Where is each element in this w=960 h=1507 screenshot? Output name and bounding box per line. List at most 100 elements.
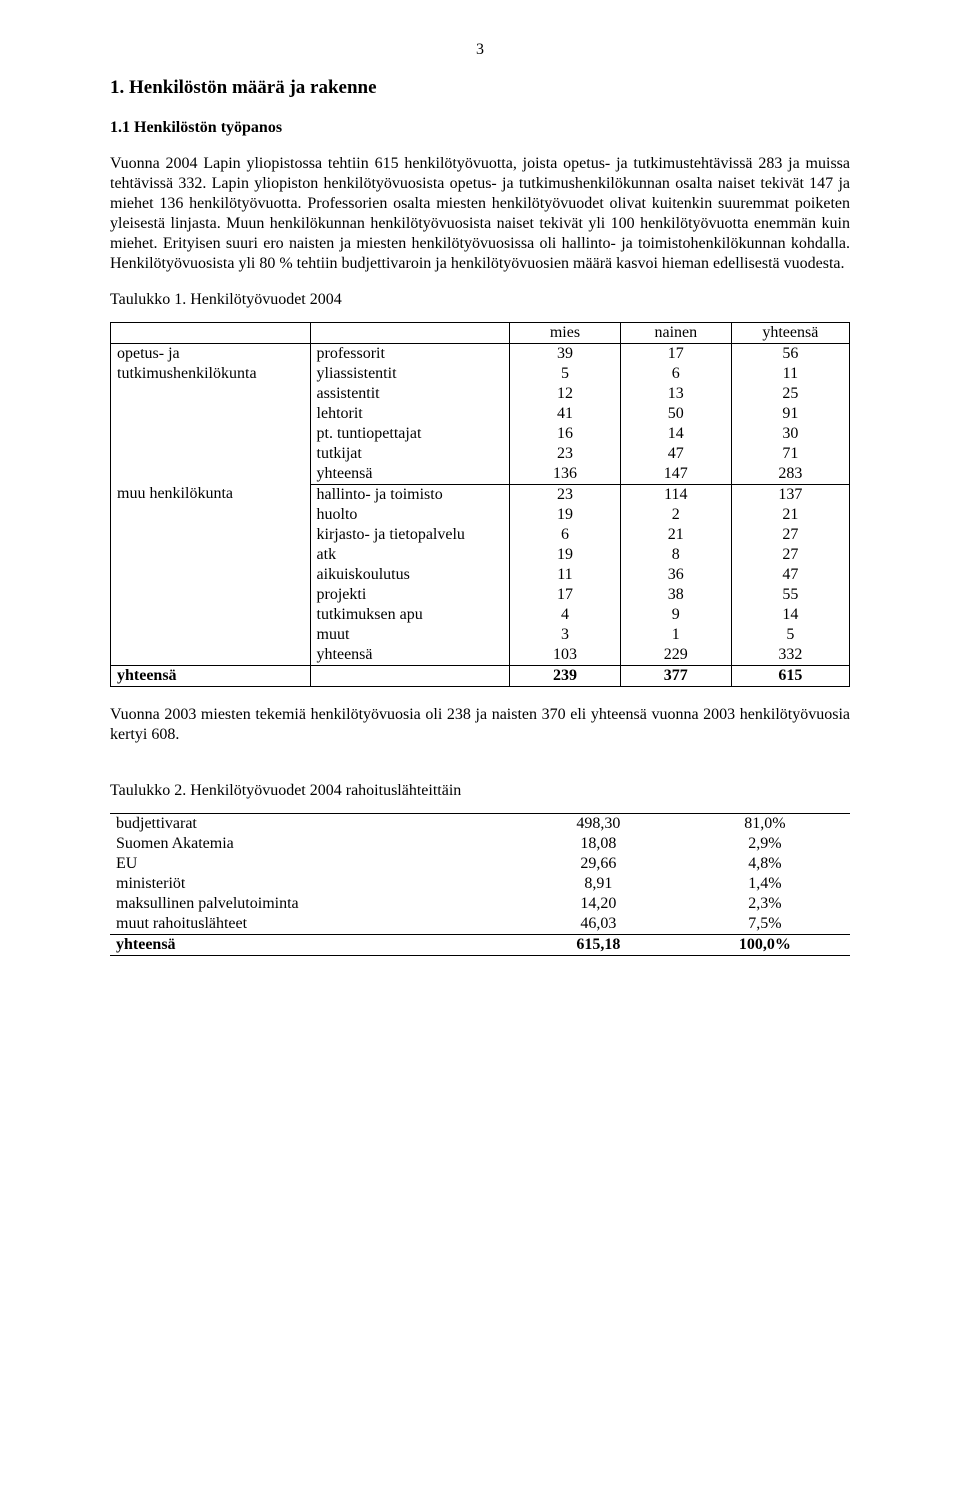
row-label: pt. tuntiopettajat xyxy=(310,424,510,444)
cell: 8,91 xyxy=(517,874,680,894)
row-label: tutkijat xyxy=(310,444,510,464)
cell: 114 xyxy=(620,484,731,505)
row-label: projekti xyxy=(310,585,510,605)
row-label: yhteensä xyxy=(310,464,510,485)
cell: 9 xyxy=(620,605,731,625)
cell: 47 xyxy=(620,444,731,464)
row-label: budjettivarat xyxy=(110,813,517,834)
cell: 30 xyxy=(731,424,849,444)
row-label: huolto xyxy=(310,505,510,525)
table-total-row: yhteensä 239 377 615 xyxy=(111,665,850,686)
cell: 6 xyxy=(620,364,731,384)
body-paragraph-1: Vuonna 2004 Lapin yliopistossa tehtiin 6… xyxy=(110,154,850,274)
table-2-caption: Taulukko 2. Henkilötyövuodet 2004 rahoit… xyxy=(110,781,850,801)
cell: 16 xyxy=(510,424,621,444)
cell: 2 xyxy=(620,505,731,525)
cell: 1 xyxy=(620,625,731,645)
cell: 13 xyxy=(620,384,731,404)
table-1-caption: Taulukko 1. Henkilötyövuodet 2004 xyxy=(110,290,850,310)
table-row: EU 29,66 4,8% xyxy=(110,854,850,874)
cell: 21 xyxy=(731,505,849,525)
row-label: lehtorit xyxy=(310,404,510,424)
page-number: 3 xyxy=(110,40,850,60)
cell: 81,0% xyxy=(680,813,850,834)
cell: 91 xyxy=(731,404,849,424)
body-paragraph-2: Vuonna 2003 miesten tekemiä henkilötyövu… xyxy=(110,705,850,745)
cell: 11 xyxy=(510,565,621,585)
table-2: budjettivarat 498,30 81,0% Suomen Akatem… xyxy=(110,813,850,956)
row-label: Suomen Akatemia xyxy=(110,834,517,854)
table-row: ministeriöt 8,91 1,4% xyxy=(110,874,850,894)
row-label: muut rahoituslähteet xyxy=(110,914,517,935)
heading-1: 1. Henkilöstön määrä ja rakenne xyxy=(110,76,850,100)
cell: 4 xyxy=(510,605,621,625)
cell: 55 xyxy=(731,585,849,605)
category-2: muu henkilökunta xyxy=(111,484,311,665)
col-header-yhteensa: yhteensä xyxy=(731,322,849,343)
cell: 11 xyxy=(731,364,849,384)
cell: 56 xyxy=(731,343,849,364)
cell: 3 xyxy=(510,625,621,645)
cell: 27 xyxy=(731,525,849,545)
cell: 100,0% xyxy=(680,934,850,955)
cell: 39 xyxy=(510,343,621,364)
cell: 137 xyxy=(731,484,849,505)
table-row: muu henkilökunta hallinto- ja toimisto 2… xyxy=(111,484,850,505)
cell: 4,8% xyxy=(680,854,850,874)
cell: 19 xyxy=(510,505,621,525)
cell: 239 xyxy=(510,665,621,686)
cell: 12 xyxy=(510,384,621,404)
cell: 103 xyxy=(510,645,621,666)
cell: 17 xyxy=(510,585,621,605)
row-label: tutkimuksen apu xyxy=(310,605,510,625)
cell: 377 xyxy=(620,665,731,686)
cell: 7,5% xyxy=(680,914,850,935)
cell: 332 xyxy=(731,645,849,666)
cell: 229 xyxy=(620,645,731,666)
row-label: yliassistentit xyxy=(310,364,510,384)
row-label: hallinto- ja toimisto xyxy=(310,484,510,505)
cell: 27 xyxy=(731,545,849,565)
row-label: EU xyxy=(110,854,517,874)
cell: 14 xyxy=(731,605,849,625)
cell: 1,4% xyxy=(680,874,850,894)
col-header-mies: mies xyxy=(510,322,621,343)
cell: 14 xyxy=(620,424,731,444)
total-label: yhteensä xyxy=(110,934,517,955)
row-label: professorit xyxy=(310,343,510,364)
table-total-row: yhteensä 615,18 100,0% xyxy=(110,934,850,955)
table-1: mies nainen yhteensä opetus- ja tutkimus… xyxy=(110,322,850,687)
cell: 41 xyxy=(510,404,621,424)
total-label: yhteensä xyxy=(111,665,311,686)
row-label: aikuiskoulutus xyxy=(310,565,510,585)
cell: 47 xyxy=(731,565,849,585)
row-label: assistentit xyxy=(310,384,510,404)
cell: 38 xyxy=(620,585,731,605)
cell: 18,08 xyxy=(517,834,680,854)
cell: 21 xyxy=(620,525,731,545)
table-row: mies nainen yhteensä xyxy=(111,322,850,343)
cell: 25 xyxy=(731,384,849,404)
cell: 19 xyxy=(510,545,621,565)
cell: 615 xyxy=(731,665,849,686)
row-label: kirjasto- ja tietopalvelu xyxy=(310,525,510,545)
col-header-nainen: nainen xyxy=(620,322,731,343)
cell: 498,30 xyxy=(517,813,680,834)
row-label: yhteensä xyxy=(310,645,510,666)
cell: 136 xyxy=(510,464,621,485)
table-row: muut rahoituslähteet 46,03 7,5% xyxy=(110,914,850,935)
table-row: maksullinen palvelutoiminta 14,20 2,3% xyxy=(110,894,850,914)
cell: 29,66 xyxy=(517,854,680,874)
table-row: opetus- ja tutkimushenkilökunta professo… xyxy=(111,343,850,364)
cell: 6 xyxy=(510,525,621,545)
cell: 5 xyxy=(510,364,621,384)
cell: 147 xyxy=(620,464,731,485)
heading-2: 1.1 Henkilöstön työpanos xyxy=(110,118,850,138)
cell: 50 xyxy=(620,404,731,424)
cell: 5 xyxy=(731,625,849,645)
cell: 2,9% xyxy=(680,834,850,854)
cell: 17 xyxy=(620,343,731,364)
cell: 46,03 xyxy=(517,914,680,935)
cell: 8 xyxy=(620,545,731,565)
cell: 71 xyxy=(731,444,849,464)
